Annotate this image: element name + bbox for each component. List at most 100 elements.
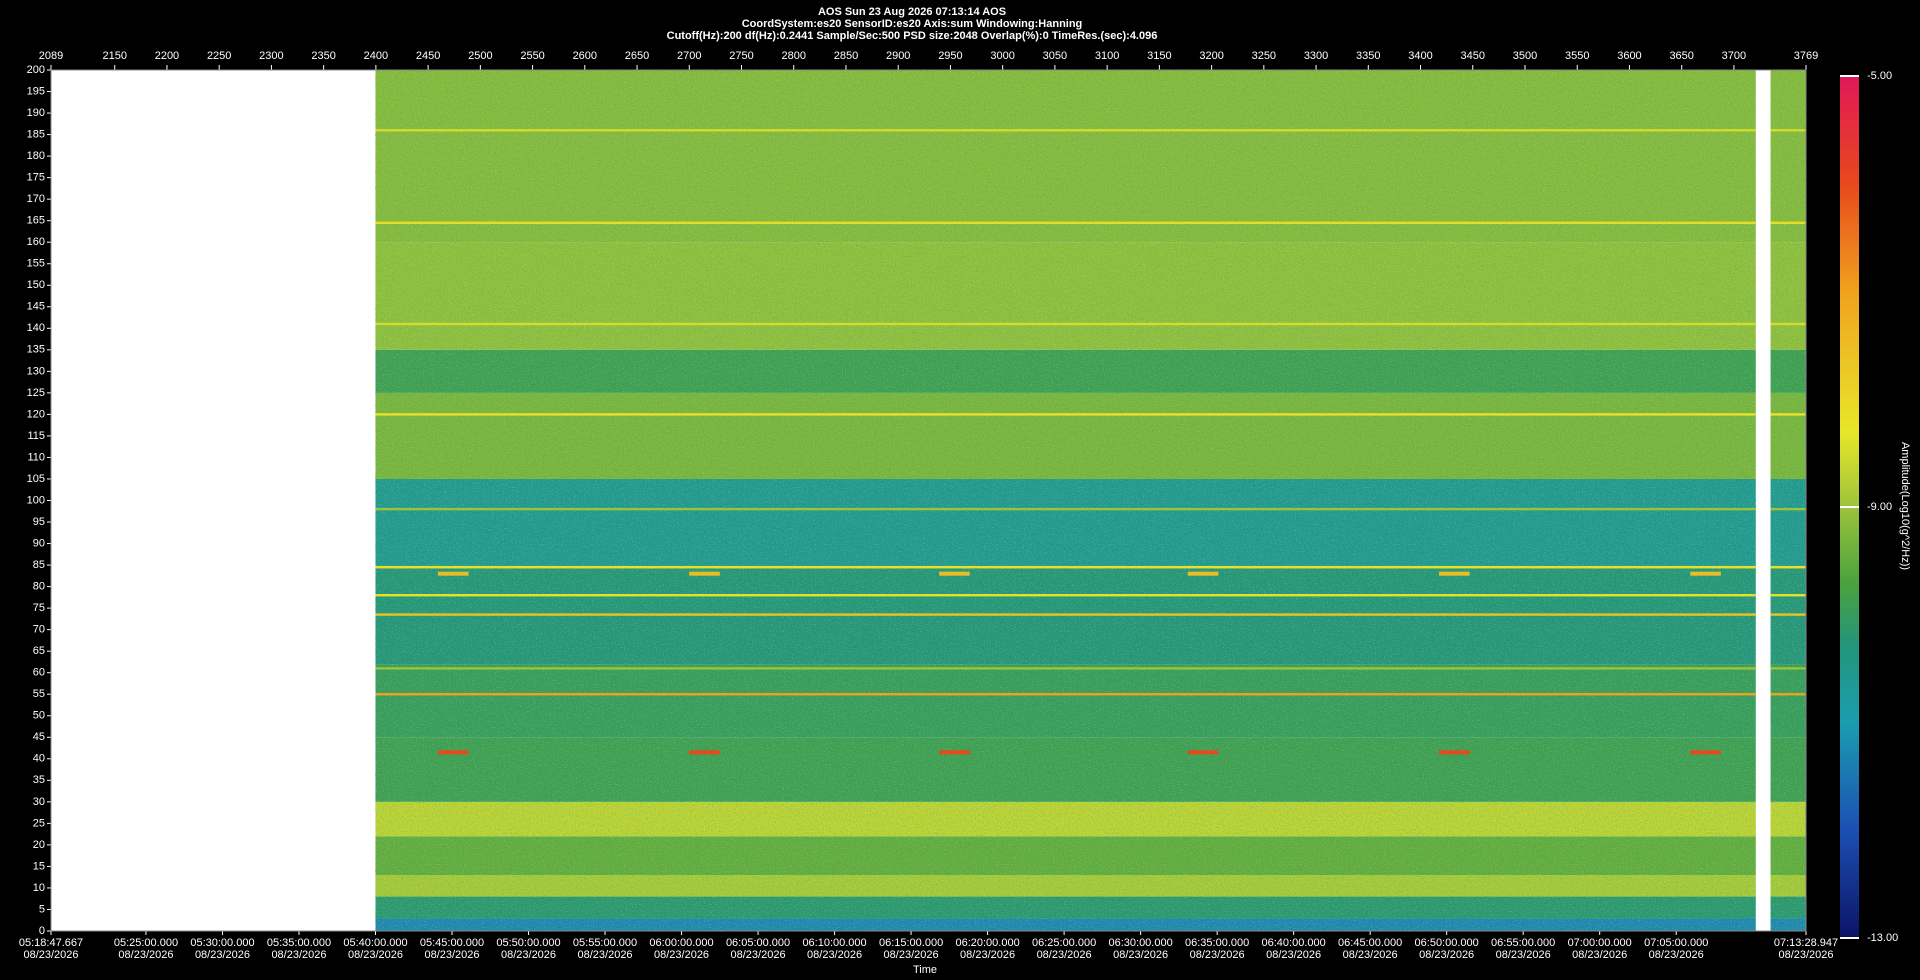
tone-line [375, 507, 1756, 511]
tone-line [375, 322, 1756, 326]
colorbar-tick-label: -5.00 [1867, 70, 1892, 82]
y-tick-label: 55 [33, 688, 45, 700]
y-tick-label: 15 [33, 860, 45, 872]
time-tick-label: 07:05:00.000 [1644, 937, 1708, 949]
time-tick-date: 08/23/2026 [1572, 949, 1627, 961]
y-tick-label: 125 [27, 387, 45, 399]
tone-line [1770, 667, 1806, 670]
burst [437, 750, 469, 755]
time-tick-date: 08/23/2026 [23, 949, 78, 961]
y-tick-label: 190 [27, 107, 45, 119]
top-tick-label: 3100 [1095, 50, 1119, 62]
top-tick-label: 3250 [1252, 50, 1276, 62]
texture [1770, 70, 1806, 931]
y-tick-label: 25 [33, 817, 45, 829]
tone-line [1770, 413, 1806, 416]
time-tick-date: 08/23/2026 [1190, 949, 1245, 961]
top-tick-label: 3700 [1722, 50, 1746, 62]
time-tick-label: 05:40:00.000 [343, 937, 407, 949]
time-tick-date: 08/23/2026 [654, 949, 709, 961]
y-tick-label: 50 [33, 710, 45, 722]
tone-line [375, 594, 1756, 597]
time-tick-label: 05:35:00.000 [267, 937, 331, 949]
colorbar-label: Amplitude(Log10(g^2/Hz)) [1899, 442, 1911, 570]
y-tick-label: 5 [39, 903, 45, 915]
time-tick-date: 08/23/2026 [1419, 949, 1474, 961]
tone-line [1770, 322, 1806, 326]
tone-line [375, 129, 1756, 132]
tone-line [375, 221, 1756, 225]
top-tick-label: 3300 [1304, 50, 1328, 62]
top-tick-label: 3500 [1513, 50, 1537, 62]
tone-line [1770, 613, 1806, 616]
burst [1187, 571, 1219, 576]
top-tick-label: 2250 [207, 50, 231, 62]
colorbar-tick-label: -13.00 [1867, 932, 1898, 944]
y-tick-label: 130 [27, 365, 45, 377]
time-tick-date: 08/23/2026 [1113, 949, 1168, 961]
y-tick-label: 90 [33, 537, 45, 549]
time-tick-label: 05:25:00.000 [114, 937, 178, 949]
y-tick-label: 140 [27, 322, 45, 334]
top-tick-label: 2089 [39, 50, 63, 62]
y-tick-label: 10 [33, 882, 45, 894]
top-tick-label: 2600 [573, 50, 597, 62]
time-tick-label: 06:25:00.000 [1032, 937, 1096, 949]
burst [1439, 750, 1470, 755]
top-tick-label: 3000 [990, 50, 1014, 62]
y-tick-label: 155 [27, 258, 45, 270]
y-tick-label: 165 [27, 215, 45, 227]
texture [375, 70, 1756, 931]
y-tick-label: 115 [27, 430, 45, 442]
y-tick-label: 170 [27, 193, 45, 205]
tone-line [1770, 566, 1806, 569]
time-tick-label: 05:45:00.000 [420, 937, 484, 949]
x-axis-label: Time [913, 964, 937, 976]
top-tick-label: 3200 [1199, 50, 1223, 62]
burst [689, 750, 720, 755]
time-tick-date: 08/23/2026 [1343, 949, 1398, 961]
y-tick-label: 80 [33, 581, 45, 593]
top-tick-label: 2900 [886, 50, 910, 62]
burst [1439, 571, 1470, 576]
tone-line [1770, 129, 1806, 132]
time-tick-label: 07:13:28.947 [1774, 937, 1838, 949]
time-tick-label: 06:35:00.000 [1185, 937, 1249, 949]
top-tick-label: 3650 [1669, 50, 1693, 62]
tone-line [1770, 221, 1806, 225]
y-tick-label: 120 [27, 408, 45, 420]
tone-line [375, 413, 1756, 416]
burst [939, 750, 970, 755]
y-tick-label: 40 [33, 753, 45, 765]
time-tick-label: 06:45:00.000 [1338, 937, 1402, 949]
time-tick-label: 06:30:00.000 [1108, 937, 1172, 949]
plot [51, 70, 1806, 931]
tone-line [375, 693, 1756, 696]
time-tick-date: 08/23/2026 [118, 949, 173, 961]
time-tick-date: 08/23/2026 [960, 949, 1015, 961]
top-tick-label: 2850 [834, 50, 858, 62]
time-tick-date: 08/23/2026 [271, 949, 326, 961]
time-tick-label: 07:00:00.000 [1568, 937, 1632, 949]
time-tick-date: 08/23/2026 [884, 949, 939, 961]
top-tick-label: 2550 [520, 50, 544, 62]
y-tick-label: 45 [33, 731, 45, 743]
top-tick-label: 3400 [1408, 50, 1432, 62]
time-tick-date: 08/23/2026 [424, 949, 479, 961]
time-tick-date: 08/23/2026 [1649, 949, 1704, 961]
time-tick-label: 05:55:00.000 [573, 937, 637, 949]
tone-line [1770, 693, 1806, 696]
tone-line [375, 613, 1756, 616]
time-tick-date: 08/23/2026 [1266, 949, 1321, 961]
y-tick-label: 195 [27, 85, 45, 97]
y-tick-label: 85 [33, 559, 45, 571]
y-tick-label: 100 [27, 494, 45, 506]
top-tick-label: 3050 [1043, 50, 1067, 62]
y-tick-label: 160 [27, 236, 45, 248]
y-tick-label: 145 [27, 301, 45, 313]
top-tick-label: 2450 [416, 50, 440, 62]
y-tick-label: 35 [33, 774, 45, 786]
top-tick-label: 2500 [468, 50, 492, 62]
top-tick-label: 3600 [1617, 50, 1641, 62]
